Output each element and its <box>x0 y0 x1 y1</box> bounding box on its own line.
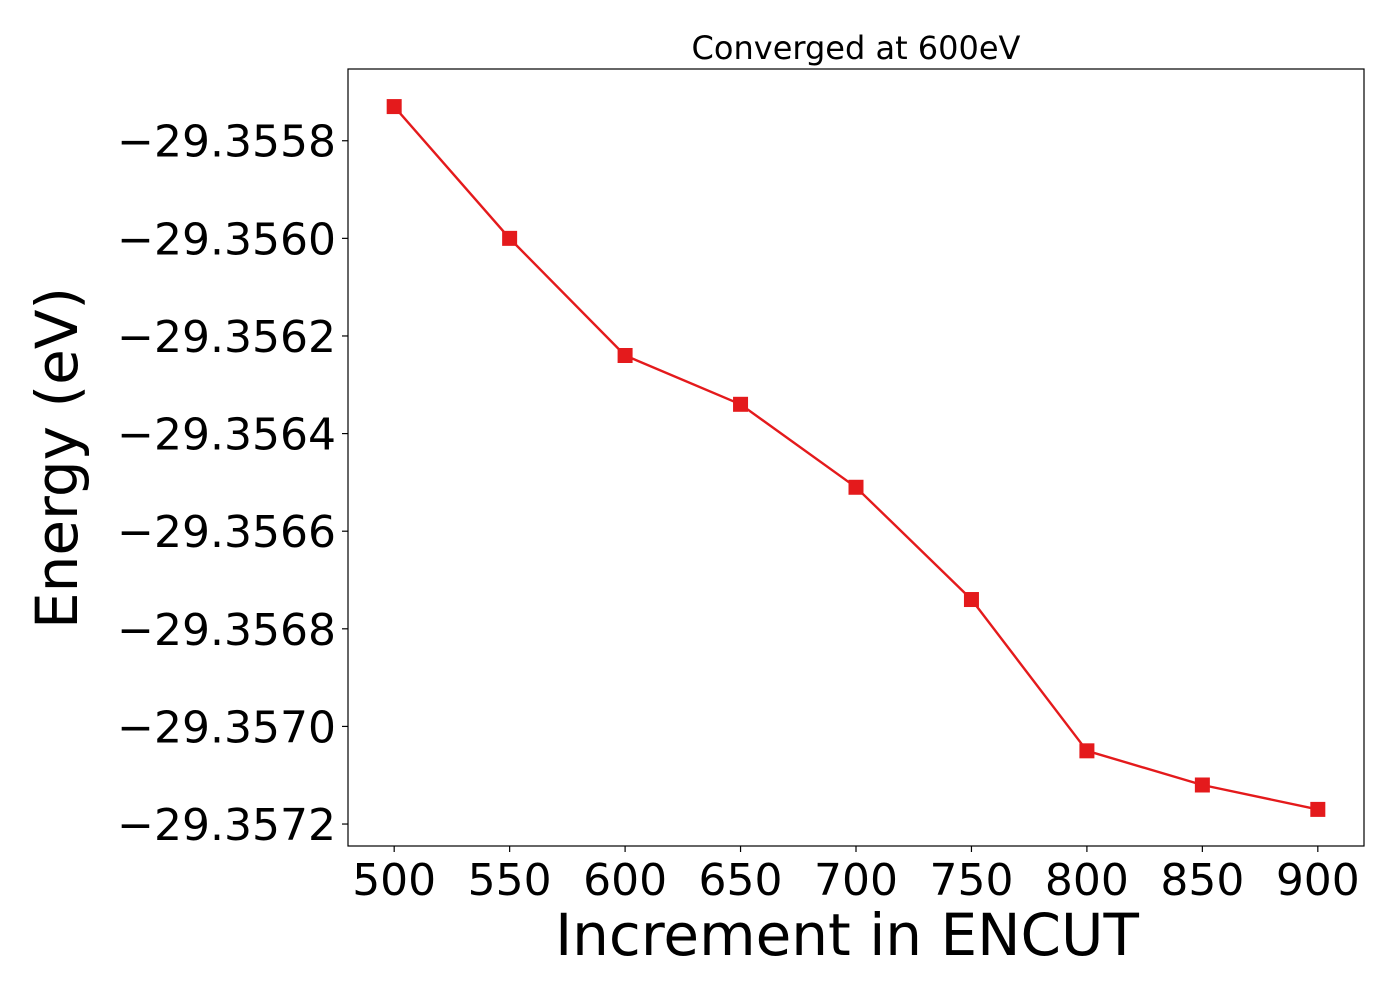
data-point-marker <box>848 479 864 495</box>
series-layer <box>386 99 1326 817</box>
x-tick-label: 600 <box>583 855 667 906</box>
data-point-marker <box>733 396 749 412</box>
y-tick-label: −29.3572 <box>117 800 336 851</box>
data-point-marker <box>617 347 633 363</box>
plot-frame <box>347 68 1365 847</box>
data-point-marker <box>1079 743 1095 759</box>
data-point-marker <box>1194 777 1210 793</box>
x-axis-label: Increment in ENCUT <box>555 901 1139 969</box>
data-point-marker <box>1310 801 1326 817</box>
x-tick-label: 800 <box>1045 855 1129 906</box>
y-tick-label: −29.3568 <box>117 605 336 656</box>
x-tick-label: 850 <box>1160 855 1244 906</box>
y-tick-label: −29.3560 <box>117 214 336 265</box>
data-point-marker <box>963 592 979 608</box>
y-tick-label: −29.3564 <box>117 410 336 461</box>
y-axis-ticks: −29.3558 −29.3560 −29.3562 −29.3564 −29.3566… <box>117 117 348 851</box>
x-tick-label: 750 <box>929 855 1013 906</box>
y-tick-label: −29.3558 <box>117 117 336 168</box>
chart-title: Converged at 600eV <box>692 29 1021 67</box>
y-tick-label: −29.3566 <box>117 507 336 558</box>
y-axis-label: Energy (eV) <box>23 287 91 629</box>
data-point-marker <box>386 99 402 115</box>
x-tick-label: 500 <box>352 855 436 906</box>
data-point-marker <box>502 230 518 246</box>
x-tick-label: 700 <box>814 855 898 906</box>
x-tick-label: 650 <box>699 855 783 906</box>
x-axis-ticks: 500 550 600 650 700 750 800 850 900 <box>352 846 1360 906</box>
y-tick-label: −29.3570 <box>117 702 336 753</box>
x-tick-label: 900 <box>1276 855 1360 906</box>
x-tick-label: 550 <box>468 855 552 906</box>
y-tick-label: −29.3562 <box>117 312 336 363</box>
